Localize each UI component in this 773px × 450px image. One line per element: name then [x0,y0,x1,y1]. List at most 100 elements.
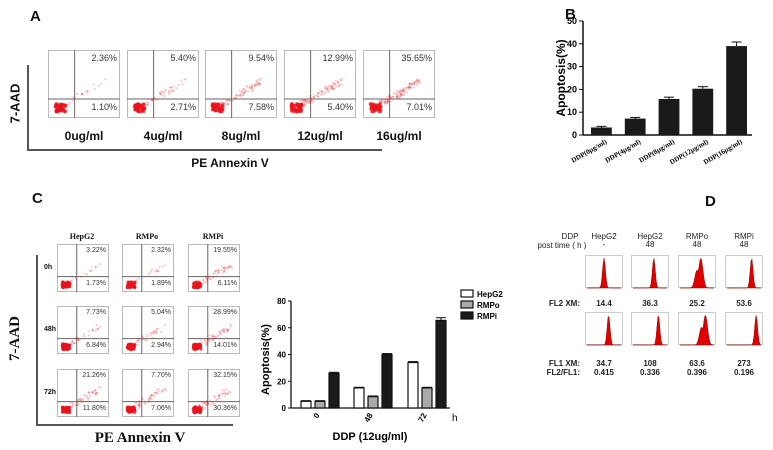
panel-d-label: D [705,193,716,210]
panel-a-x-axis-line [27,149,382,151]
fl1-xm-value: 34.7 [596,359,612,368]
panel-a-x-axis-label: PE Annexin V [191,156,269,170]
lower-right-quadrant-percent: 1.10% [91,101,117,112]
time-row-label: 72h [44,389,57,396]
concentration-label: 0ug/ml [64,129,104,143]
panel-c-bar-chart: 0 20 40 60 80 Apoptosis(%) DDP (12ug/ml) h 0 48 72… [260,289,503,443]
concentration-label: 16ug/ml [376,129,422,143]
panel-d-header-post-time: post time ( h ) [537,241,587,250]
upper-right-quadrant-percent: 7.70% [151,372,171,379]
panel-b-bar-chart: 0 10 20 30 40 50 Apoptosis(%) DDP(0μg/ml)DDP(4μ… [554,16,752,166]
fl1-xm-value: 63.6 [689,359,705,368]
histogram-plot [585,255,623,292]
lower-right-quadrant-percent: 1.89% [151,279,171,287]
y-axis-label: Apoptosis(%) [260,324,272,395]
flow-cytometry-plot: 7.70% 7.06% [122,369,174,417]
x-tick-label: 72 [416,411,429,424]
lower-right-quadrant-percent: 6.11% [217,279,237,287]
histogram-plot [725,255,763,292]
upper-right-quadrant-percent: 2.32% [151,247,171,254]
histogram-peak [587,257,621,289]
x-tick-label: DDP(4μg/ml) [604,137,643,164]
post-time-value: 48 [645,240,655,249]
lower-right-quadrant-percent: 30.36% [213,404,237,412]
fl2-xm-value: 36.3 [642,299,658,308]
upper-right-quadrant-percent: 35.65% [401,53,432,63]
bar [658,98,680,135]
y-tick-label: 60 [277,324,286,333]
x-unit-label: h [452,413,458,424]
panel-a-y-axis-line [27,65,29,151]
cell-line-column-header: RMPo [135,232,159,241]
histogram-plot [631,255,669,292]
y-tick-label: 20 [277,377,286,386]
flow-cytometry-plot: 28.99% 14.01% [188,306,240,354]
panel-c-label: C [32,190,43,207]
histogram-plot [678,312,716,349]
lower-right-quadrant-percent: 14.01% [213,341,237,349]
y-tick-label: 40 [277,351,286,360]
fl1-xm-value: 273 [737,359,751,368]
lower-right-quadrant-percent: 6.84% [86,341,106,349]
time-row-label: 48h [44,326,57,333]
concentration-label: 12ug/ml [297,129,343,143]
fl1-xm-label: FL1 XM: [548,359,580,368]
cell-line-header: HepG2 [637,232,663,241]
flow-cytometry-plot: 2.32% 1.89% [122,244,174,292]
panel-b-label: B [565,6,576,23]
post-time-value: - [602,240,606,249]
lower-right-quadrant-percent: 2.71% [170,101,196,112]
legend-label: HepG2 [477,290,503,299]
lower-right-quadrant-percent: 7.58% [248,101,274,112]
flow-cytometry-plot: 21.26% 11.80% [57,369,109,417]
bar [624,118,646,135]
fl2-fl1-value: 0.336 [639,368,661,377]
flow-cytometry-plot: 9.54% 7.58% [205,50,277,118]
cell-line-column-header: RMPi [202,232,224,241]
bar [353,387,365,409]
flow-cytometry-plot: 7.73% 6.84% [57,306,109,354]
x-tick-label: 0 [312,411,322,420]
fl2-fl1-value: 0.396 [686,368,708,377]
panel-c-y-axis-label: 7-AAD [7,316,23,361]
cell-line-header: RMPi [734,232,754,241]
flow-cytometry-plot: 2.36% 1.10% [48,50,120,118]
legend-label: RMPo [477,301,500,310]
panel-a-label: A [30,8,41,25]
upper-right-quadrant-percent: 19.55% [213,247,237,254]
panel-c-x-axis-label: PE Annexin V [94,430,186,446]
upper-right-quadrant-percent: 3.22% [86,247,106,254]
time-row-label: 0h [44,264,53,271]
histogram-peak [587,315,621,346]
upper-right-quadrant-percent: 12.99% [322,53,353,63]
fl1-xm-value: 108 [643,359,657,368]
upper-right-quadrant-percent: 21.26% [82,372,106,379]
fl2-fl1-label: FL2/FL1: [546,368,580,377]
cell-line-header: RMPo [685,232,709,241]
cell-line-header: HepG2 [591,232,617,241]
bar [435,319,447,409]
flow-cytometry-plot: 19.55% 6.11% [188,244,240,292]
panel-d-header-ddp: DDP [561,232,579,241]
histogram-peak [680,257,714,289]
bar [367,396,379,409]
flow-cytometry-plot: 5.40% 2.71% [127,50,199,118]
concentration-label: 8ug/ml [221,129,261,143]
bar [407,361,419,409]
panel-c-x-axis-line [36,424,233,426]
legend-swatch [460,311,474,320]
flow-cytometry-plot: 5.04% 2.94% [122,306,174,354]
upper-right-quadrant-percent: 7.73% [86,309,106,316]
post-time-value: 48 [739,240,749,249]
histogram-peak [633,258,667,289]
bar [300,400,312,409]
panel-a-y-axis-label: 7-AAD [7,83,23,124]
histogram-plot [585,312,623,349]
histogram-plot [678,255,716,292]
upper-right-quadrant-percent: 32.15% [213,372,237,379]
panel-c-y-axis-line [36,255,38,426]
x-tick-label: DDP(16μg/ml) [702,137,744,166]
upper-right-quadrant-percent: 9.54% [248,53,274,63]
fl2-fl1-value: 0.415 [593,368,615,377]
